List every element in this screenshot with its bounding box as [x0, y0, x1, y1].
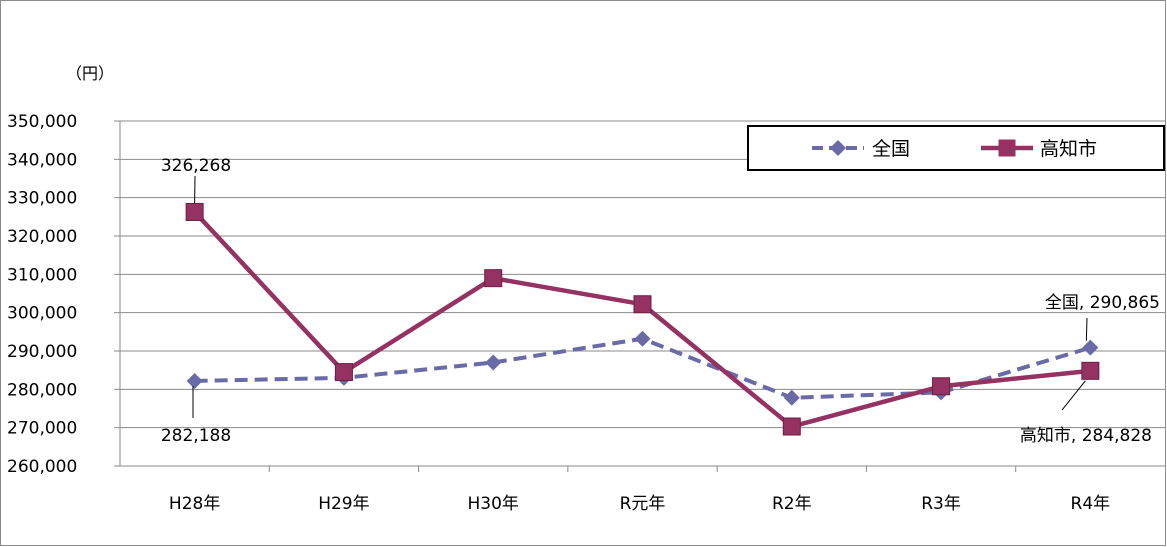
data-point-square — [484, 269, 503, 288]
y-tick-label: 300,000 — [7, 304, 77, 324]
legend: 全国 高知市 — [747, 125, 1165, 171]
data-point-diamond — [485, 354, 502, 371]
x-tick-label: H28年 — [169, 494, 220, 514]
data-point-square — [1081, 361, 1100, 380]
x-tick-label: R4年 — [1071, 494, 1111, 514]
data-label: 326,268 — [161, 156, 231, 176]
x-tick-label: H29年 — [318, 494, 369, 514]
x-tick-label: R2年 — [772, 494, 812, 514]
legend-marker-square — [998, 139, 1016, 157]
y-tick-label: 320,000 — [7, 227, 77, 247]
data-point-diamond — [783, 389, 800, 406]
legend-label-1: 全国 — [872, 138, 910, 160]
data-point-diamond — [1082, 339, 1099, 356]
data-point-diamond — [634, 330, 651, 347]
leader-line — [1085, 317, 1088, 341]
y-tick-label: 290,000 — [7, 342, 77, 362]
data-point-square — [185, 202, 204, 221]
x-tick-label: R3年 — [921, 494, 961, 514]
y-tick-label: 270,000 — [7, 419, 77, 439]
y-tick-label: 330,000 — [7, 189, 77, 209]
data-point-square — [932, 377, 951, 396]
data-label: 282,188 — [161, 426, 231, 446]
data-label: 全国, 290,865 — [1045, 293, 1160, 313]
series-line-2 — [192, 210, 1091, 429]
x-tick-label: H30年 — [468, 494, 519, 514]
legend-marker-diamond — [830, 140, 846, 156]
data-point-square — [633, 295, 652, 314]
legend-label-2: 高知市 — [1040, 138, 1097, 160]
gridlines — [120, 120, 1165, 429]
data-point-square — [334, 363, 353, 382]
x-tick-label: R元年 — [620, 494, 666, 514]
x-tick-labels: H28年 H29年 H30年 R元年 R2年 R3年 R4年 — [169, 494, 1110, 514]
legend-box — [747, 125, 1165, 171]
y-tick-label: 310,000 — [7, 265, 77, 285]
y-tick-label: 350,000 — [7, 112, 77, 132]
y-tick-labels: 260,000 270,000 280,000 290,000 300,000 310,0… — [7, 112, 77, 477]
data-labels: 326,268 282,188 全国, 290,865 高知市, 284,828 — [161, 156, 1160, 446]
y-tick-label: 280,000 — [7, 380, 77, 400]
data-point-square — [782, 417, 801, 436]
y-tick-label: 260,000 — [7, 457, 77, 477]
data-point-diamond — [186, 372, 203, 389]
series-lines — [185, 202, 1100, 436]
y-tick-label: 340,000 — [7, 150, 77, 170]
data-label: 高知市, 284,828 — [1020, 426, 1152, 446]
unit-label: （円） — [66, 64, 114, 83]
leader-line — [1061, 380, 1086, 411]
axes — [114, 120, 1165, 472]
